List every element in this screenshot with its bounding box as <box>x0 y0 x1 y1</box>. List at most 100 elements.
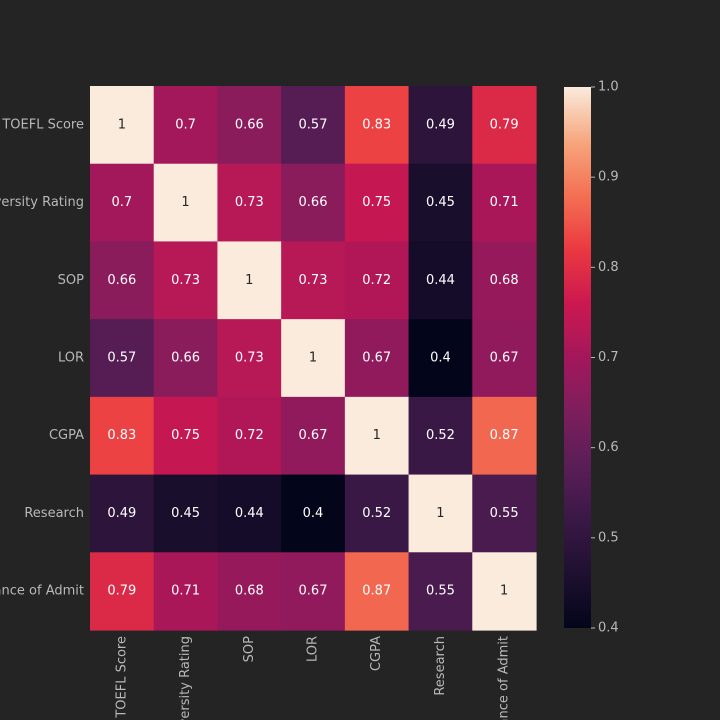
heatmap-cell-lor-cgpa <box>344 319 410 398</box>
heatmap-cell-sop-lor <box>281 241 346 320</box>
heatmap-value-university-rating-sop: 0.73 <box>235 195 264 210</box>
heatmap-cell-sop-research <box>408 241 473 320</box>
heatmap-value-research-university-rating: 0.45 <box>171 506 200 521</box>
heatmap-cell-lor-toefl-score <box>90 319 155 398</box>
heatmap-cell-chance-of-admit-chance-of-admit <box>472 552 537 631</box>
heatmap-cell-chance-of-admit-sop <box>217 552 282 631</box>
heatmap-value-chance-of-admit-toefl-score: 0.79 <box>107 584 136 599</box>
colorbar-tick-label-0-7: 0.7 <box>598 350 619 365</box>
heatmap-cell-research-university-rating <box>153 474 219 553</box>
heatmap-cell-research-toefl-score <box>90 474 155 553</box>
heatmap-value-research-toefl-score: 0.49 <box>107 506 136 521</box>
heatmap-cell-chance-of-admit-toefl-score <box>90 552 155 631</box>
heatmap-value-university-rating-research: 0.45 <box>426 195 455 210</box>
heatmap-value-sop-cgpa: 0.72 <box>362 273 391 288</box>
heatmap-value-chance-of-admit-chance-of-admit: 1 <box>500 584 508 599</box>
heatmap-value-chance-of-admit-cgpa: 0.87 <box>362 584 391 599</box>
x-tick-label-toefl-score: TOEFL Score <box>114 636 129 719</box>
heatmap-cell-toefl-score-university-rating <box>153 86 219 165</box>
x-tick-labels: TOEFL Score University Rating SOP LOR CGPA Re… <box>114 636 511 720</box>
y-tick-labels: TOEFL Score University Rating SOP LOR CGPA Re… <box>0 117 84 598</box>
heatmap-value-cgpa-toefl-score: 0.83 <box>107 428 136 443</box>
heatmap-cell-research-chance-of-admit <box>472 474 537 553</box>
heatmap-value-toefl-score-toefl-score: 1 <box>118 117 126 132</box>
y-tick-label-university-rating: University Rating <box>0 195 84 210</box>
heatmap-cell-chance-of-admit-lor <box>281 552 346 631</box>
heatmap-value-research-lor: 0.4 <box>303 506 324 521</box>
heatmap-value-chance-of-admit-research: 0.55 <box>426 584 455 599</box>
heatmap-cell-toefl-score-research <box>408 86 473 165</box>
heatmap-cell-cgpa-toefl-score <box>90 396 155 476</box>
heatmap-cell-research-lor <box>281 474 346 553</box>
heatmap-value-university-rating-toefl-score: 0.7 <box>112 195 133 210</box>
heatmap-cell-sop-cgpa <box>344 241 410 320</box>
colorbar-tick-label-0-4: 0.4 <box>598 621 619 636</box>
heatmap-value-sop-university-rating: 0.73 <box>171 273 200 288</box>
x-tick-label-sop: SOP <box>242 636 257 662</box>
heatmap-cell-lor-university-rating <box>153 319 219 398</box>
heatmap-value-sop-chance-of-admit: 0.68 <box>490 273 519 288</box>
heatmap-cell-toefl-score-sop <box>217 86 282 165</box>
heatmap-cell-lor-lor <box>281 319 346 398</box>
heatmap-cells: 1 0.7 0.66 0.57 0.83 0.49 0.790.7 1 0.73 0.66 0.75… <box>90 86 537 631</box>
colorbar-tick-label-0-9: 0.9 <box>598 170 619 185</box>
heatmap-value-research-chance-of-admit: 0.55 <box>490 506 519 521</box>
heatmap-cell-sop-toefl-score <box>90 241 155 320</box>
heatmap-value-lor-chance-of-admit: 0.67 <box>490 351 519 366</box>
heatmap-cell-lor-sop <box>217 319 282 398</box>
heatmap-cell-university-rating-sop <box>217 163 282 243</box>
x-tick-label-chance-of-admit: Chance of Admit <box>497 636 512 720</box>
heatmap-value-lor-research: 0.4 <box>430 351 451 366</box>
heatmap-cell-sop-chance-of-admit <box>472 241 537 320</box>
heatmap-cell-research-research <box>408 474 473 553</box>
heatmap-cell-toefl-score-toefl-score <box>90 86 155 165</box>
y-tick-label-chance-of-admit: Chance of Admit <box>0 584 84 599</box>
heatmap-value-lor-sop: 0.73 <box>235 351 264 366</box>
y-tick-label-toefl-score: TOEFL Score <box>1 117 84 132</box>
heatmap-value-chance-of-admit-lor: 0.67 <box>299 584 328 599</box>
colorbar-tick-label-0-6: 0.6 <box>598 440 619 455</box>
heatmap-value-university-rating-lor: 0.66 <box>299 195 328 210</box>
heatmap-cell-university-rating-toefl-score <box>90 163 155 243</box>
heatmap-value-research-research: 1 <box>436 506 444 521</box>
heatmap-value-university-rating-university-rating: 1 <box>181 195 189 210</box>
heatmap-cell-cgpa-lor <box>281 396 346 476</box>
heatmap-cell-sop-university-rating <box>153 241 219 320</box>
heatmap-value-toefl-score-sop: 0.66 <box>235 117 264 132</box>
y-tick-label-sop: SOP <box>58 273 84 288</box>
heatmap-value-toefl-score-university-rating: 0.7 <box>175 117 196 132</box>
y-tick-label-lor: LOR <box>58 351 84 366</box>
heatmap-cell-toefl-score-chance-of-admit <box>472 86 537 165</box>
heatmap-value-toefl-score-lor: 0.57 <box>299 117 328 132</box>
heatmap-value-university-rating-chance-of-admit: 0.71 <box>490 195 519 210</box>
heatmap-value-cgpa-sop: 0.72 <box>235 428 264 443</box>
heatmap-cell-sop-sop <box>217 241 282 320</box>
colorbar-tick-label-1-0: 1.0 <box>598 80 619 95</box>
heatmap-value-sop-lor: 0.73 <box>299 273 328 288</box>
heatmap-value-university-rating-cgpa: 0.75 <box>362 195 391 210</box>
heatmap-value-cgpa-cgpa: 1 <box>373 428 381 443</box>
heatmap-value-lor-toefl-score: 0.57 <box>107 351 136 366</box>
heatmap-value-lor-university-rating: 0.66 <box>171 351 200 366</box>
heatmap-value-cgpa-lor: 0.67 <box>299 428 328 443</box>
heatmap-value-lor-cgpa: 0.67 <box>362 351 391 366</box>
colorbar-gradient-bar <box>564 87 591 628</box>
heatmap-cell-lor-research <box>408 319 473 398</box>
heatmap-cell-university-rating-university-rating <box>153 163 219 243</box>
heatmap-cell-toefl-score-lor <box>281 86 346 165</box>
heatmap-value-cgpa-university-rating: 0.75 <box>171 428 200 443</box>
heatmap-cell-university-rating-cgpa <box>344 163 410 243</box>
heatmap-value-sop-toefl-score: 0.66 <box>107 273 136 288</box>
heatmap-value-toefl-score-cgpa: 0.83 <box>362 117 391 132</box>
heatmap-value-sop-research: 0.44 <box>426 273 455 288</box>
y-tick-label-research: Research <box>24 506 84 521</box>
heatmap-value-lor-lor: 1 <box>309 351 317 366</box>
x-tick-label-university-rating: University Rating <box>178 636 193 720</box>
heatmap-cell-cgpa-chance-of-admit <box>472 396 537 476</box>
heatmap-cell-university-rating-chance-of-admit <box>472 163 537 243</box>
heatmap-value-research-sop: 0.44 <box>235 506 264 521</box>
x-tick-label-research: Research <box>433 636 448 696</box>
x-tick-label-cgpa: CGPA <box>369 636 384 671</box>
